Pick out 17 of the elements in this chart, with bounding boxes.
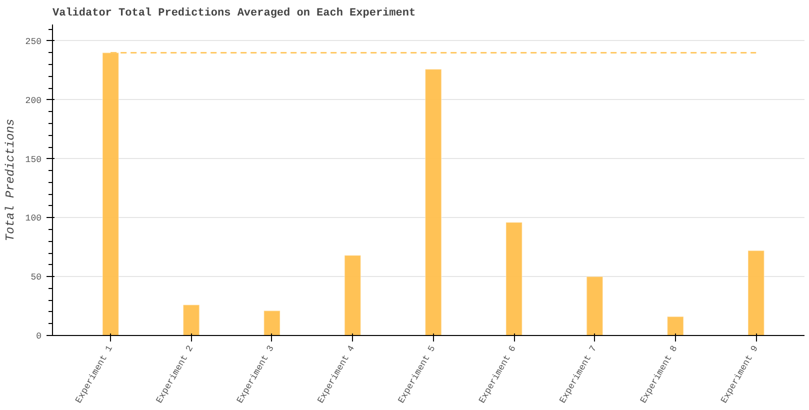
y-tick-label: 250 [25,36,42,47]
bar [263,310,281,336]
bar [505,222,523,336]
chart-title: Validator Total Predictions Averaged on Each Experiment [52,8,416,20]
bar [344,254,362,336]
y-tick-label: 0 [36,332,42,342]
y-tick-label: 50 [30,272,42,283]
y-tick-label: 100 [25,214,42,224]
y-tick-label: 150 [25,154,42,165]
bar [424,68,442,336]
bar [182,304,200,336]
bar [586,276,604,336]
bar [102,52,120,336]
bar [748,250,765,336]
y-tick-label: 200 [25,96,42,106]
bar [666,316,684,336]
y-axis-title: Total Predictions [3,118,18,242]
